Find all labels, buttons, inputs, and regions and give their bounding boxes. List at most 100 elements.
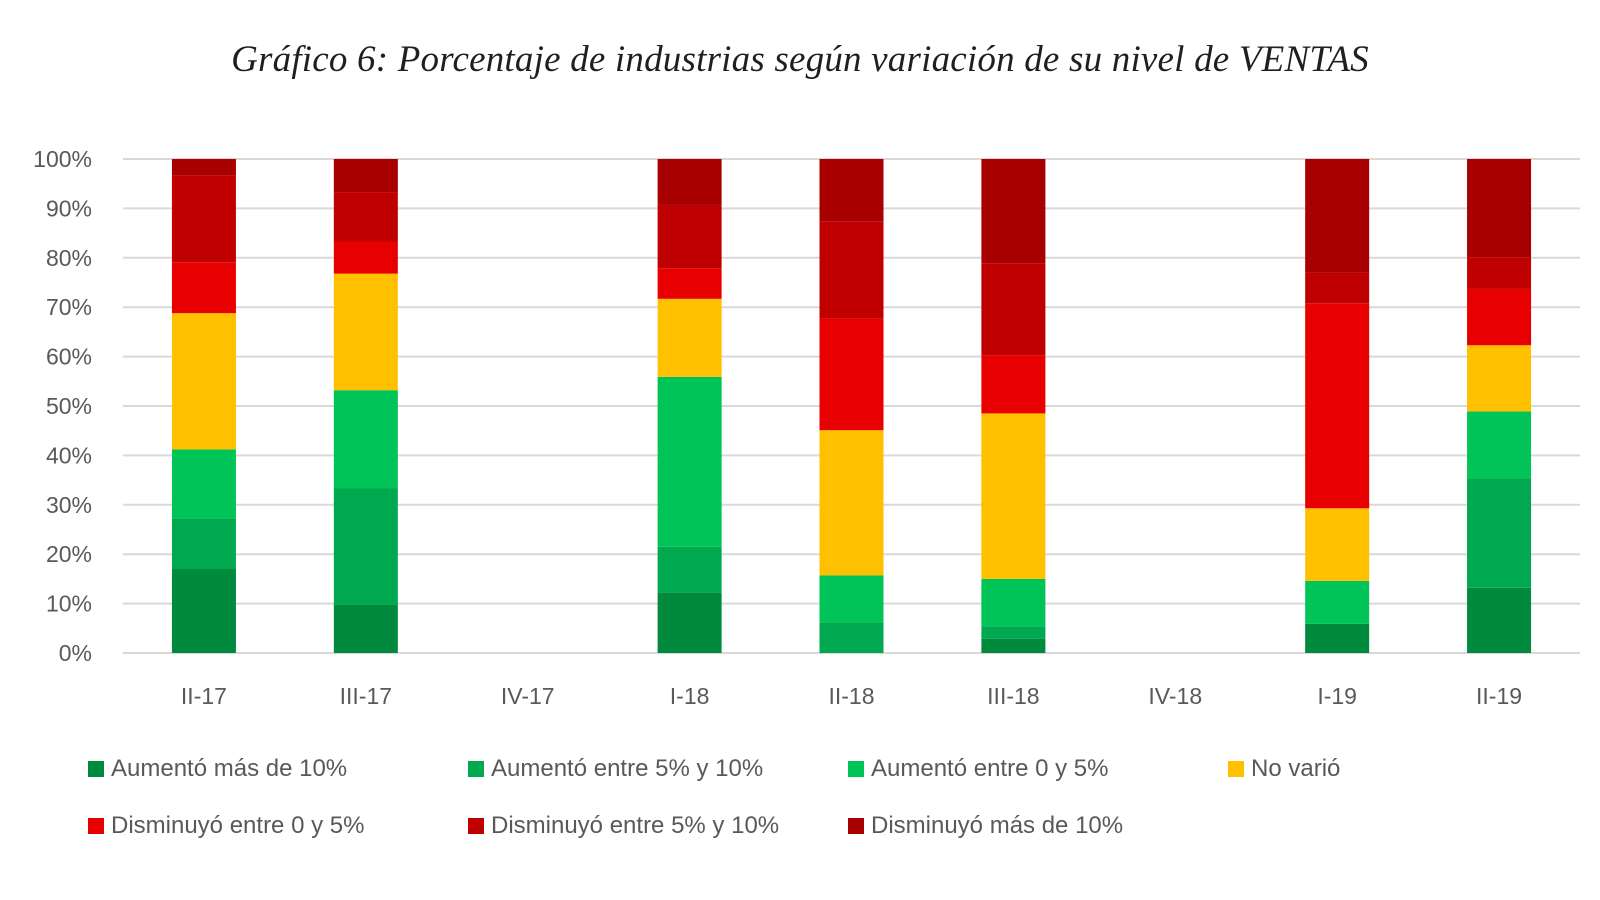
legend-label: Aumentó más de 10% [111,755,348,782]
bar-segment [981,355,1046,414]
bar-segment [333,488,398,605]
bar-segment [1305,159,1370,273]
bar-segment [333,192,398,242]
bar-segment [333,241,398,274]
y-tick-label: 20% [46,541,92,567]
bar-segment [1305,303,1370,509]
y-tick-label: 40% [46,442,92,468]
legend-swatch-icon [468,818,484,834]
legend-label: Aumentó entre 5% y 10% [491,755,764,782]
bar-segment [657,592,722,653]
y-tick-label: 60% [46,344,92,370]
x-tick-label: II-19 [1476,683,1522,709]
bar-segment [1305,623,1370,653]
legend-item[interactable]: Aumentó entre 5% y 10% [468,755,763,783]
y-tick-label: 50% [46,393,92,419]
legend-item[interactable]: Disminuyó entre 0 y 5% [88,812,364,840]
bar-segment [171,569,236,653]
bar-segment [657,159,722,205]
legend-label: Aumentó entre 0 y 5% [871,755,1109,782]
x-tick-label: II-17 [181,683,227,709]
bar-segment [171,518,236,570]
y-tick-label: 30% [46,492,92,518]
bar-segment [171,313,236,450]
chart-title: Gráfico 6: Porcentaje de industrias segú… [231,39,1369,80]
bar-segment [1467,257,1532,289]
bar-segment [171,175,236,263]
bar-segment [819,318,884,431]
bar-segment [657,268,722,299]
bar-stack-III-17 [333,159,398,653]
bar-stack-II-17 [171,159,236,653]
legend-swatch-icon [88,818,104,834]
bar-segment [981,159,1046,264]
bar-segment [333,159,398,193]
bar-segment [981,263,1046,356]
y-tick-label: 100% [33,146,92,172]
x-tick-label: IV-17 [501,683,555,709]
bar-segment [1305,580,1370,624]
bar-segment [333,390,398,489]
bar-stack-I-18 [657,159,722,653]
bar-segment [981,626,1046,639]
bar-segment [171,449,236,519]
bars [171,159,1532,653]
legend-swatch-icon [848,761,864,777]
bar-segment [1467,345,1532,412]
legend-item[interactable]: Aumentó entre 0 y 5% [848,755,1108,783]
legend-swatch-icon [848,818,864,834]
bar-stack-III-18 [981,159,1046,653]
bar-segment [657,204,722,269]
legend-item[interactable]: Disminuyó más de 10% [848,812,1123,840]
bar-segment [1305,272,1370,304]
bar-segment [819,159,884,222]
legend-label: No varió [1251,755,1341,782]
y-axis-tick-labels: 0% 10% 20% 30% 40% 50% 60% 70% 80% 90% 100% [33,146,92,666]
bar-segment [1467,478,1532,588]
legend-label: Disminuyó entre 5% y 10% [491,812,780,839]
bar-segment [657,546,722,593]
bar-segment [1467,587,1532,653]
x-tick-label: I-19 [1317,683,1357,709]
bar-segment [981,413,1046,579]
bar-stack-II-19 [1467,159,1532,653]
bar-segment [171,159,236,176]
y-tick-label: 80% [46,245,92,271]
bar-segment [819,575,884,623]
x-tick-label: II-18 [828,683,874,709]
bar-segment [981,578,1046,627]
bar-segment [1467,159,1532,258]
bar-segment [657,298,722,377]
x-tick-label: I-18 [670,683,710,709]
legend-item[interactable]: No varió [1228,755,1340,783]
legend-label: Disminuyó más de 10% [871,812,1124,839]
bar-stack-I-19 [1305,159,1370,653]
x-tick-label: III-17 [340,683,392,709]
bar-segment [1467,288,1532,346]
bar-segment [981,638,1046,653]
legend-label: Disminuyó entre 0 y 5% [111,812,365,839]
bar-segment [333,604,398,653]
bar-segment [171,262,236,314]
bar-segment [819,622,884,653]
legend-swatch-icon [88,761,104,777]
y-tick-label: 70% [46,294,92,320]
y-tick-label: 0% [59,640,92,666]
legend-item[interactable]: Disminuyó entre 5% y 10% [468,812,779,840]
bar-segment [333,273,398,391]
y-tick-label: 10% [46,591,92,617]
x-tick-label: IV-18 [1148,683,1202,709]
x-axis-tick-labels: II-17 III-17 IV-17 I-18 II-18 III-18 IV-18 I-19… [181,683,1522,709]
y-tick-label: 90% [46,195,92,221]
legend-swatch-icon [1228,761,1244,777]
bar-segment [1467,411,1532,479]
bar-segment [819,221,884,319]
bar-stack-II-18 [819,159,884,653]
legend-swatch-icon [468,761,484,777]
bar-segment [1305,508,1370,581]
x-tick-label: III-18 [987,683,1039,709]
legend-item[interactable]: Aumentó más de 10% [88,755,347,783]
bar-segment [657,376,722,547]
